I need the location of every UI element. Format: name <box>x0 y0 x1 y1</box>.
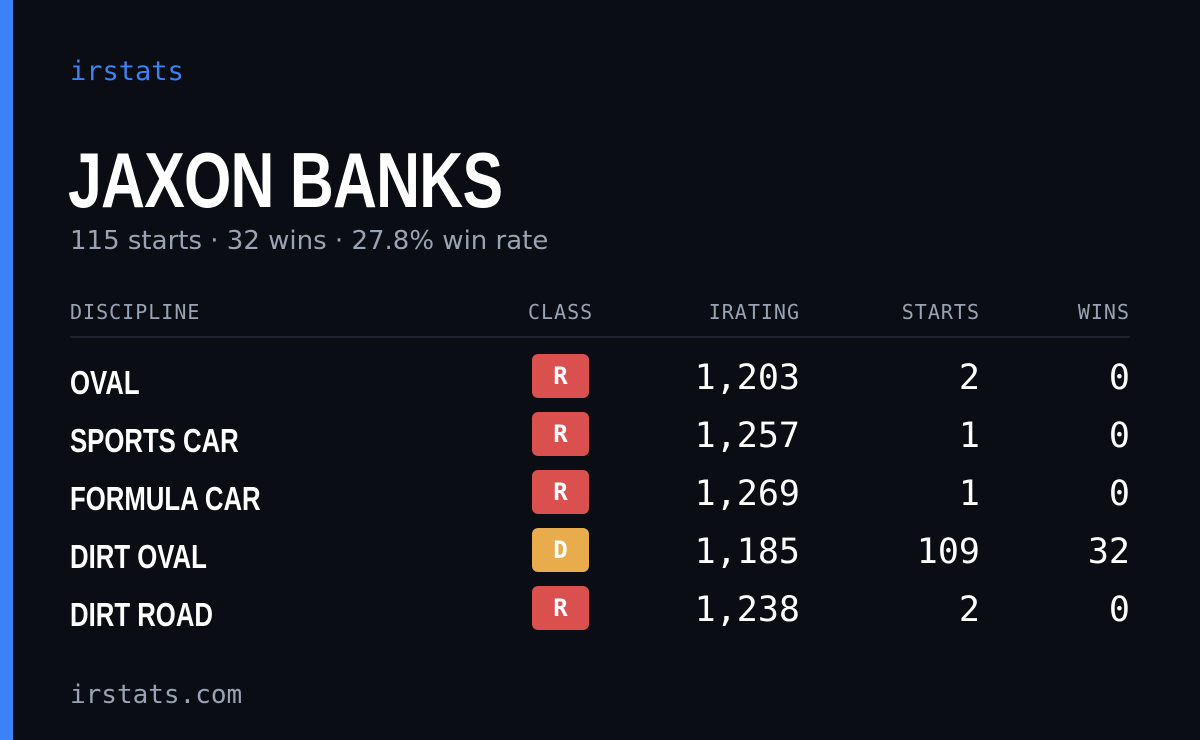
class-badge: R <box>532 412 589 456</box>
table-row: OVAL R 1,203 2 0 <box>70 354 1130 412</box>
irating-value: 1,257 <box>694 416 800 456</box>
discipline-name: SPORTS CAR <box>70 422 239 459</box>
class-badge: D <box>532 528 589 572</box>
starts-value: 2 <box>958 590 980 630</box>
driver-summary: 115 starts · 32 wins · 27.8% win rate <box>70 226 549 256</box>
class-badge: R <box>532 586 589 630</box>
starts-value: 109 <box>916 532 980 572</box>
starts-value: 1 <box>958 474 980 514</box>
discipline-table: DISCIPLINE CLASS IRATING STARTS WINS OVA… <box>70 296 1130 644</box>
wins-value: 0 <box>1108 590 1130 630</box>
discipline-name: DIRT OVAL <box>70 538 207 575</box>
wins-value: 32 <box>1087 532 1130 572</box>
wins-value: 0 <box>1108 416 1130 456</box>
discipline-name: FORMULA CAR <box>70 480 261 517</box>
table-row: DIRT OVAL D 1,185 109 32 <box>70 528 1130 586</box>
brand-label: irstats <box>70 56 184 87</box>
wins-value: 0 <box>1108 474 1130 514</box>
discipline-name: DIRT ROAD <box>70 596 213 633</box>
class-badge: R <box>532 354 589 398</box>
table-row: DIRT ROAD R 1,238 2 0 <box>70 586 1130 644</box>
driver-name: JAXON BANKS <box>68 136 503 224</box>
header-irating: IRATING <box>708 300 800 324</box>
table-row: SPORTS CAR R 1,257 1 0 <box>70 412 1130 470</box>
starts-value: 2 <box>958 358 980 398</box>
header-starts: STARTS <box>901 300 980 324</box>
accent-bar <box>0 0 13 740</box>
footer-link[interactable]: irstats.com <box>70 680 243 710</box>
table-header: DISCIPLINE CLASS IRATING STARTS WINS <box>70 296 1130 338</box>
table-row: FORMULA CAR R 1,269 1 0 <box>70 470 1130 528</box>
irating-value: 1,238 <box>694 590 800 630</box>
class-badge: R <box>532 470 589 514</box>
starts-value: 1 <box>958 416 980 456</box>
header-class: CLASS <box>528 300 594 324</box>
irating-value: 1,269 <box>694 474 800 514</box>
wins-value: 0 <box>1108 358 1130 398</box>
header-discipline: DISCIPLINE <box>70 300 201 324</box>
header-wins: WINS <box>1077 300 1130 324</box>
table-body: OVAL R 1,203 2 0 SPORTS CAR R 1,257 1 0 … <box>70 354 1130 644</box>
irating-value: 1,185 <box>694 532 800 572</box>
discipline-name: OVAL <box>70 364 140 401</box>
irating-value: 1,203 <box>694 358 800 398</box>
